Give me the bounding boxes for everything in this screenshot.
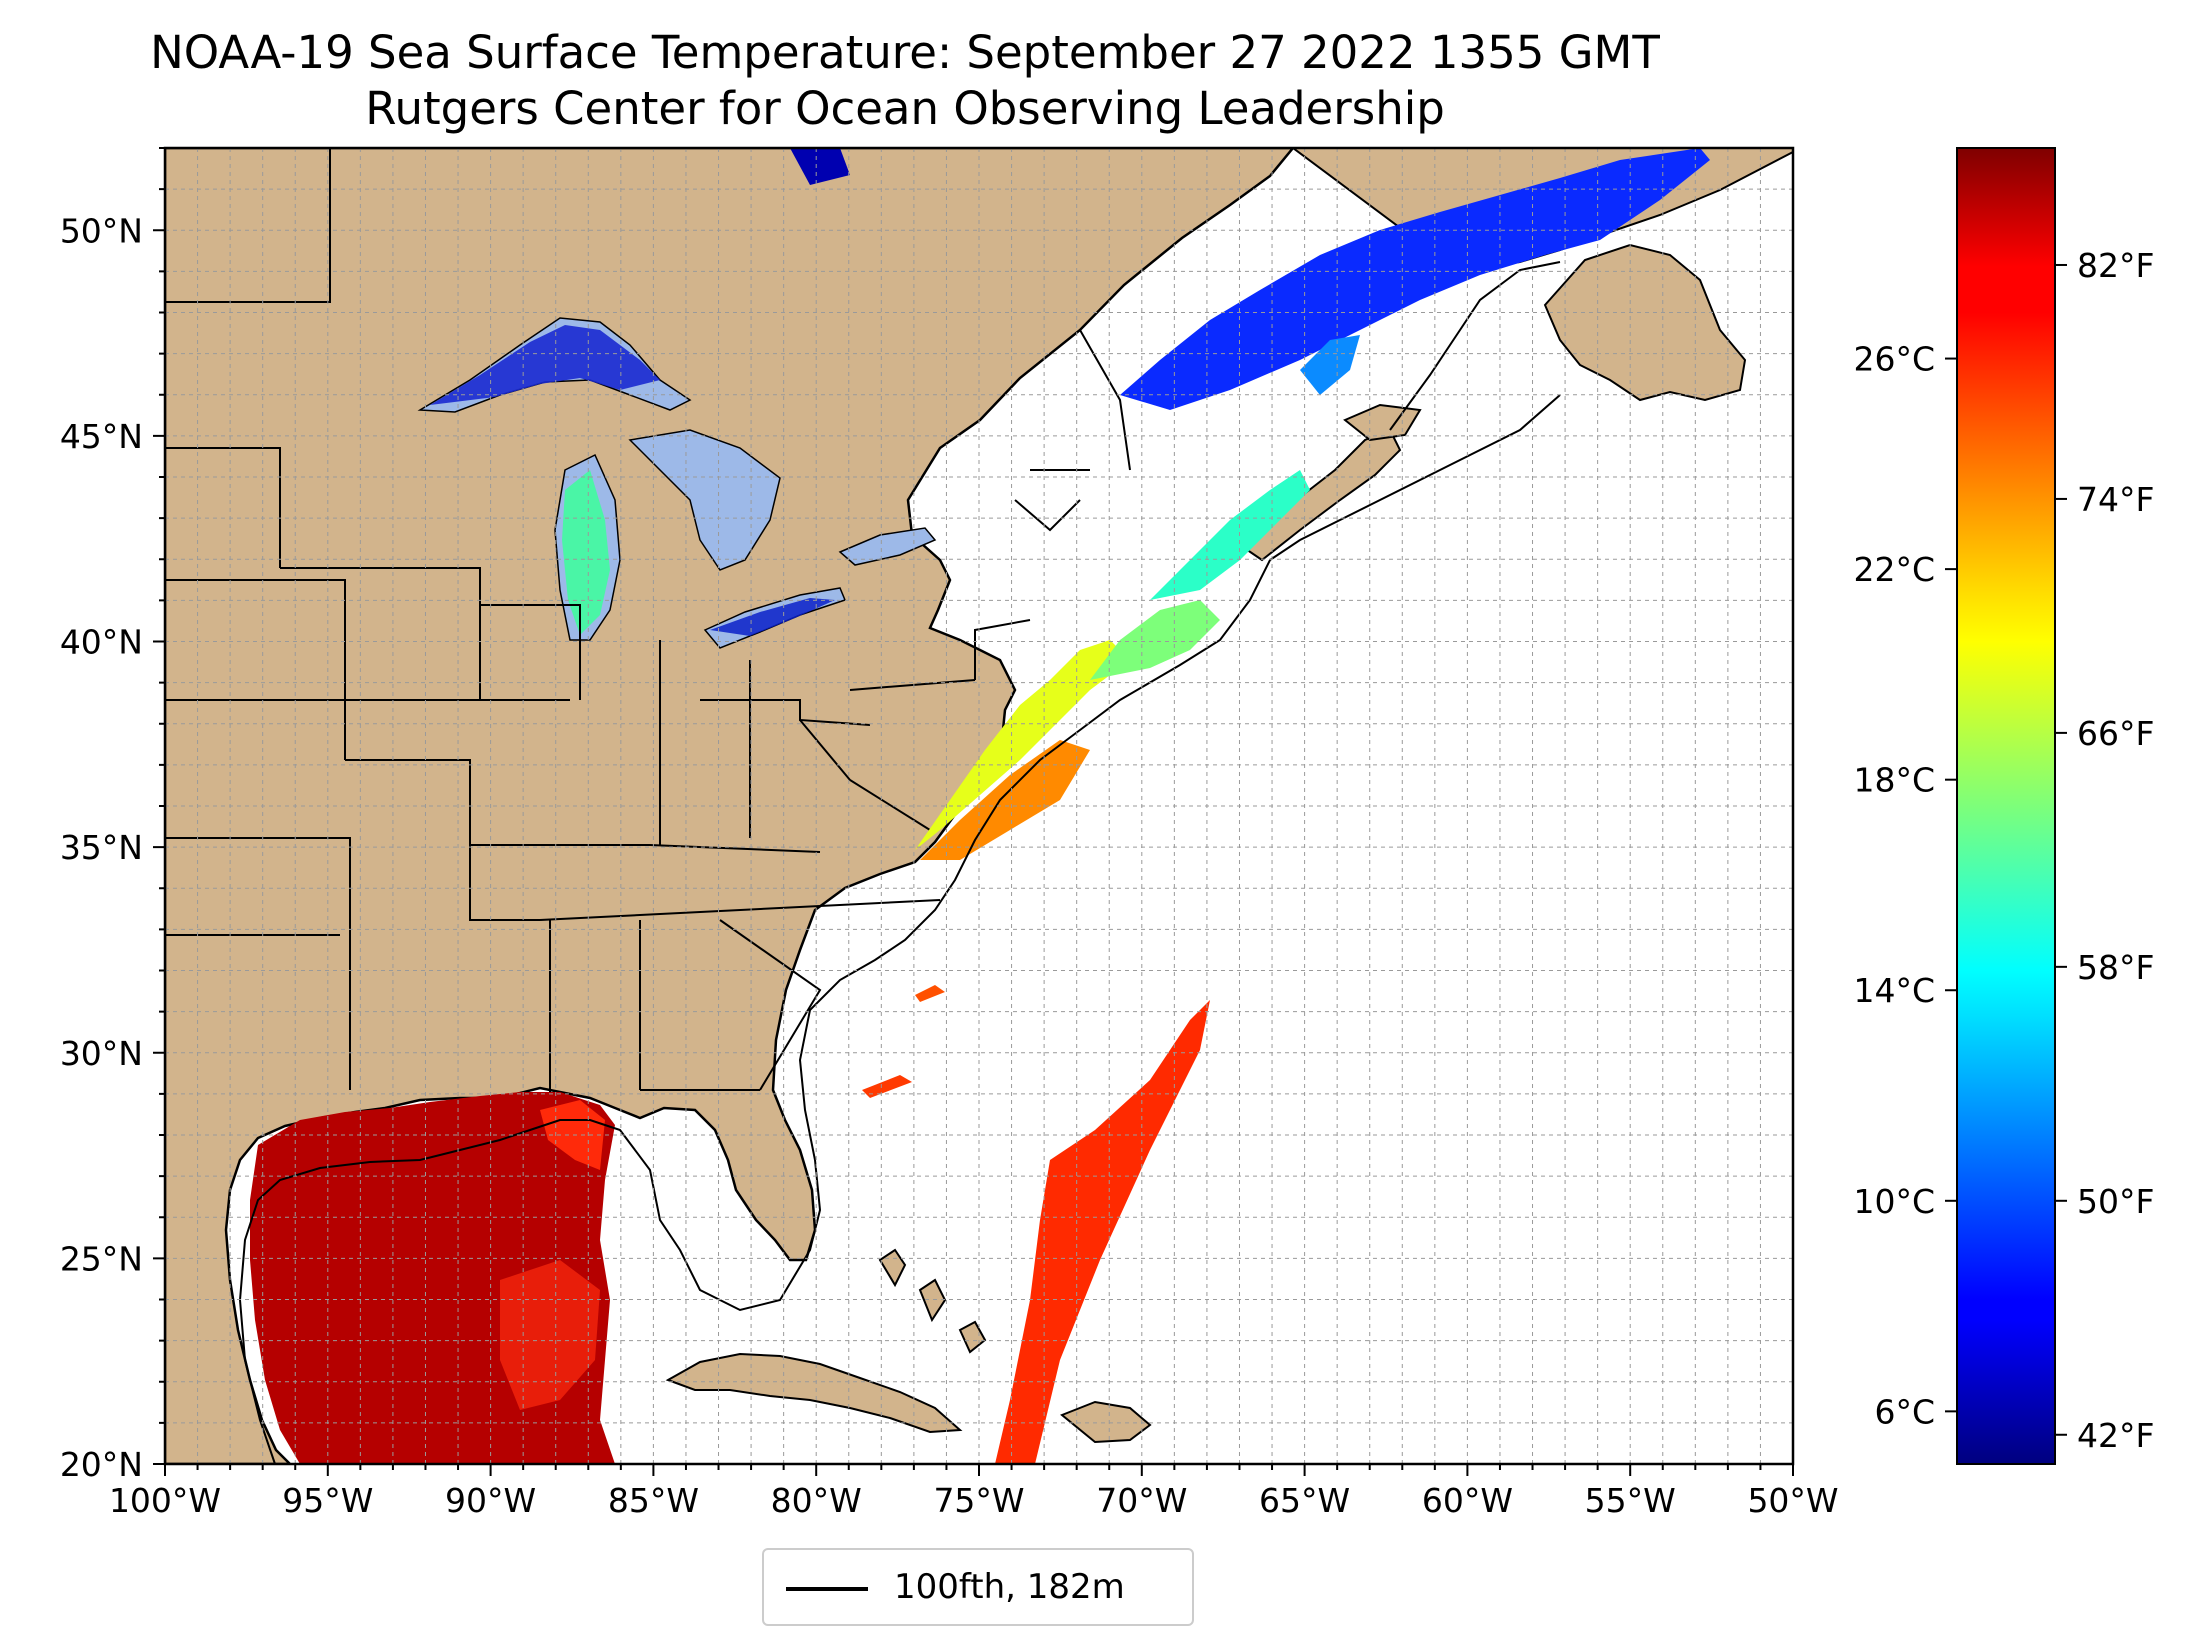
isobath-100fth: [238, 394, 1561, 1465]
fahrenheit-tick-label: 42°F: [2077, 1416, 2154, 1455]
celsius-tick-label: 14°C: [1853, 971, 1935, 1010]
sst-st-lawrence: [1120, 148, 1710, 410]
sst-atlantic-swath: [995, 1000, 1210, 1464]
lon-tick-label: 75°W: [933, 1481, 1024, 1520]
sst-georges-bank: [1090, 600, 1220, 680]
fahrenheit-tick-label: 82°F: [2077, 246, 2154, 285]
celsius-tick-label: 22°C: [1853, 550, 1935, 589]
sst-small-warm-1: [862, 1075, 912, 1098]
lon-tick-label: 50°W: [1747, 1481, 1838, 1520]
colorbar: [1956, 147, 2056, 1465]
fahrenheit-tick-label: 58°F: [2077, 948, 2154, 987]
sst-st-lawrence-light: [1300, 335, 1360, 395]
map-title: NOAA-19 Sea Surface Temperature: Septemb…: [150, 26, 1660, 79]
lake-huron: [628, 429, 781, 571]
lat-tick-label: 45°N: [60, 417, 143, 456]
land-nova-scotia: [1238, 428, 1402, 562]
gridlines: [165, 148, 1793, 1464]
lake-ontario: [838, 527, 937, 566]
sst-lake-erie: [710, 598, 835, 636]
state-borders: [165, 148, 1131, 1110]
fahrenheit-tick-label: 50°F: [2077, 1182, 2154, 1221]
sst-gulf-of-maine: [1150, 470, 1310, 600]
legend-label: 100fth, 182m: [894, 1567, 1125, 1607]
fahrenheit-tick-label: 66°F: [2077, 714, 2154, 753]
isobath-newfoundland: [1389, 261, 1561, 431]
lat-tick-label: 50°N: [60, 211, 143, 250]
colorbar-fahrenheit-axis: 42°F 50°F 58°F 66°F 74°F 82°F: [2055, 246, 2154, 1455]
sst-gulf-patch: [500, 1260, 600, 1410]
lat-tick-label: 25°N: [60, 1239, 143, 1278]
land-newfoundland: [1543, 243, 1747, 402]
celsius-tick-label: 10°C: [1853, 1182, 1935, 1221]
celsius-tick-label: 6°C: [1874, 1392, 1935, 1431]
lat-tick-label: 30°N: [60, 1034, 143, 1073]
sst-small-warm-2: [915, 985, 945, 1002]
sst-mid-atlantic-warm: [920, 740, 1090, 860]
lon-tick-label: 70°W: [1096, 1481, 1187, 1520]
fahrenheit-tick-label: 74°F: [2077, 480, 2154, 519]
lon-tick-label: 65°W: [1259, 1481, 1350, 1520]
lon-tick-label: 55°W: [1585, 1481, 1676, 1520]
lon-tick-label: 85°W: [608, 1481, 699, 1520]
celsius-tick-label: 18°C: [1853, 761, 1935, 800]
celsius-tick-label: 26°C: [1853, 340, 1935, 379]
lat-tick-label: 35°N: [60, 828, 143, 867]
sst-lake-superior: [430, 325, 660, 405]
map-subtitle: Rutgers Center for Ocean Observing Leade…: [365, 82, 1445, 135]
legend: 100fth, 182m: [762, 1548, 1194, 1626]
sst-labrador-cold: [790, 148, 850, 185]
lon-tick-label: 80°W: [771, 1481, 862, 1520]
colorbar-celsius-axis: 6°C 10°C 14°C 18°C 22°C 26°C: [1853, 340, 1957, 1431]
land-hispaniola: [1060, 1400, 1152, 1444]
lon-tick-label: 100°W: [109, 1481, 221, 1520]
lat-tick-label: 20°N: [60, 1445, 143, 1484]
lon-tick-label: 95°W: [282, 1481, 373, 1520]
lon-tick-label: 60°W: [1422, 1481, 1513, 1520]
sst-lake-michigan: [562, 470, 610, 635]
legend-line-swatch: [786, 1587, 868, 1591]
lat-tick-label: 40°N: [60, 623, 143, 662]
longitude-axis: 100°W 95°W 90°W 85°W 80°W 75°W 70°W 65°W 60°W 55°…: [109, 1464, 1839, 1520]
latitude-axis: 20°N 25°N 30°N 35°N 40°N 45°N 50°N: [60, 147, 165, 1484]
lon-tick-label: 90°W: [445, 1481, 536, 1520]
land-cuba: [665, 1352, 963, 1434]
